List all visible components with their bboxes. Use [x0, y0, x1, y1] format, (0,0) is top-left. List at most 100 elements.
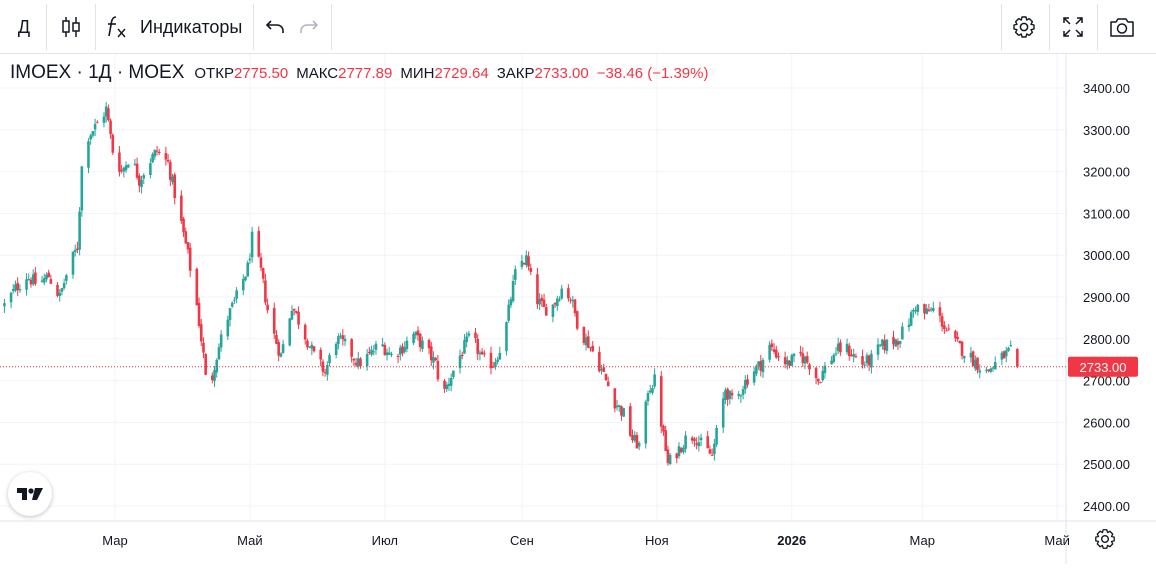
- candle: [230, 301, 234, 308]
- price-tick-label: 2600.00: [1083, 415, 1130, 430]
- candle: [25, 273, 28, 296]
- candle: [308, 346, 311, 349]
- candle: [372, 344, 376, 356]
- candle: [204, 352, 207, 376]
- candle: [107, 104, 110, 122]
- candle: [166, 154, 170, 164]
- candle: [761, 357, 765, 378]
- candle: [651, 384, 654, 395]
- candle: [219, 330, 223, 352]
- candle: [768, 341, 771, 363]
- interval-button[interactable]: Д: [4, 0, 44, 54]
- chart-type-button[interactable]: [50, 0, 92, 54]
- candle: [78, 207, 81, 256]
- candle: [480, 348, 484, 356]
- interval-label: Д: [17, 16, 31, 37]
- candle: [427, 338, 431, 355]
- candle: [974, 355, 977, 372]
- candle: [197, 297, 201, 328]
- candle: [932, 301, 935, 313]
- candle: [326, 361, 329, 381]
- candle: [436, 354, 440, 382]
- candle: [246, 260, 250, 277]
- candle: [295, 310, 298, 314]
- candle: [646, 390, 650, 406]
- candle: [452, 370, 455, 379]
- undo-button[interactable]: [258, 0, 292, 54]
- candle: [865, 352, 869, 367]
- candle: [259, 252, 263, 272]
- candle: [894, 338, 898, 347]
- candle: [277, 339, 280, 362]
- candle: [836, 337, 840, 355]
- chart-settings-icon[interactable]: [1093, 527, 1117, 551]
- chart-area[interactable]: 3400.00 3300.00 3200.00 3100.00 3000.00 2900.…: [0, 54, 1156, 564]
- time-tick-label: Сен: [510, 533, 534, 548]
- candle: [507, 299, 510, 323]
- time-tick-label: Май: [1044, 533, 1069, 548]
- candle: [527, 251, 530, 271]
- candle: [62, 278, 66, 290]
- candle: [370, 345, 373, 357]
- candle: [923, 303, 926, 320]
- candle: [536, 267, 539, 309]
- candle: [489, 346, 493, 375]
- candle: [993, 356, 997, 370]
- candle: [498, 346, 502, 360]
- candle: [947, 324, 951, 332]
- candle: [985, 366, 988, 374]
- symbol-title: IMOEX · 1Д · MOEX: [10, 62, 185, 83]
- candle: [182, 216, 185, 238]
- candle: [730, 389, 734, 400]
- candle: [710, 448, 714, 456]
- candle: [235, 287, 238, 304]
- candle: [250, 226, 254, 263]
- candle: [861, 349, 864, 369]
- candle: [118, 146, 121, 177]
- candle: [1000, 351, 1004, 366]
- candle: [399, 344, 402, 361]
- candle: [852, 348, 855, 363]
- candle: [560, 284, 564, 300]
- candle: [89, 133, 92, 145]
- settings-button[interactable]: [1003, 0, 1045, 54]
- candle: [381, 338, 384, 348]
- candle: [881, 338, 884, 350]
- candle: [878, 344, 882, 348]
- candle: [505, 321, 508, 356]
- candle: [122, 166, 126, 178]
- candle: [823, 362, 827, 379]
- candle: [606, 376, 610, 387]
- candle: [909, 310, 913, 327]
- candle: [414, 330, 418, 340]
- candle: [1009, 340, 1013, 347]
- candle: [385, 348, 389, 361]
- candle: [323, 368, 327, 377]
- candle: [120, 164, 123, 174]
- candle: [109, 118, 112, 139]
- redo-button[interactable]: [292, 0, 326, 54]
- ohlc-legend: IMOEX · 1Д · MOEX ОТКР 2775.50 МАКС 2777…: [10, 62, 716, 88]
- last-price-badge: [1068, 356, 1138, 377]
- candle: [571, 295, 575, 308]
- candle: [582, 326, 586, 346]
- candle: [943, 321, 946, 335]
- time-tick-label: Мар: [910, 533, 935, 548]
- snapshot-button[interactable]: [1100, 0, 1144, 54]
- candle: [18, 284, 22, 293]
- candle: [401, 343, 404, 357]
- open-label: ОТКР: [194, 65, 234, 82]
- candle: [104, 102, 108, 123]
- indicators-button[interactable]: Индикаторы: [104, 0, 250, 54]
- candle: [368, 346, 371, 355]
- fullscreen-button[interactable]: [1051, 0, 1095, 54]
- tradingview-logo[interactable]: [8, 472, 52, 516]
- candle: [233, 296, 236, 304]
- candlestick-chart[interactable]: 3400.00 3300.00 3200.00 3100.00 3000.00 2900.…: [0, 54, 1156, 564]
- candle: [138, 173, 141, 193]
- candle: [354, 357, 358, 368]
- candle: [883, 334, 886, 354]
- price-tick-label: 2500.00: [1083, 457, 1130, 472]
- candle: [741, 385, 745, 400]
- price-tick-label: 3400.00: [1083, 81, 1130, 96]
